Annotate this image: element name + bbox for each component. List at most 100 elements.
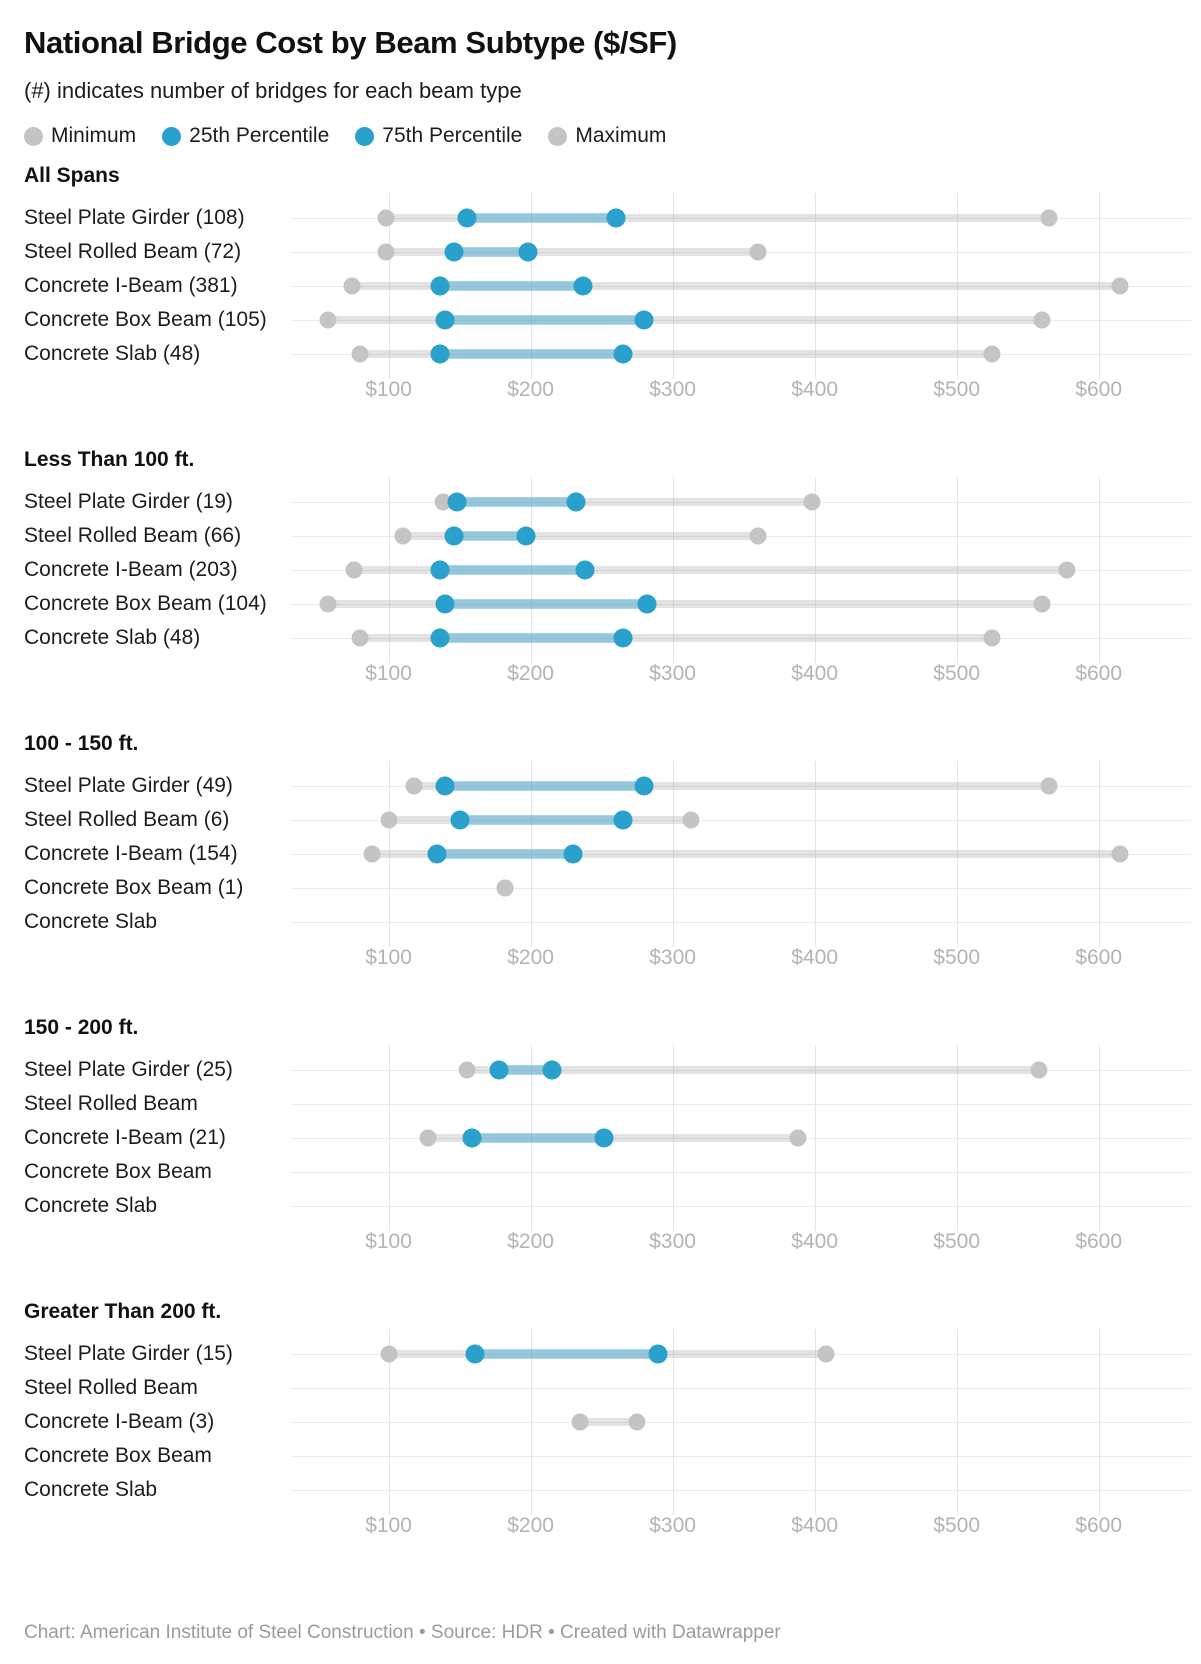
beam-row-label: Steel Rolled Beam (72) bbox=[24, 240, 242, 264]
beam-row: Concrete Box Beam bbox=[24, 1155, 1191, 1189]
axis-tick bbox=[530, 647, 532, 657]
axis-tick-label: $300 bbox=[649, 1514, 696, 1538]
panel: Greater Than 200 ft. Steel Plate Girder (… bbox=[24, 1300, 1191, 1543]
axis-tick-label: $500 bbox=[933, 946, 981, 970]
minimum-dot bbox=[458, 1061, 476, 1079]
percentile-range-bar bbox=[466, 213, 616, 224]
axis-tick-label: $400 bbox=[791, 1514, 838, 1538]
beam-row-label: Steel Plate Girder (19) bbox=[24, 490, 233, 514]
beam-row: Concrete Slab (48) bbox=[24, 621, 1191, 655]
beam-row-plot bbox=[292, 1337, 1191, 1371]
row-baseline bbox=[292, 854, 1191, 856]
axis-tick bbox=[956, 647, 958, 657]
beam-row-label: Steel Rolled Beam (6) bbox=[24, 808, 230, 832]
min-max-range-bar bbox=[360, 634, 993, 643]
maximum-dot bbox=[1111, 277, 1129, 295]
min-max-range-bar bbox=[385, 214, 1049, 223]
beam-row-plot bbox=[292, 769, 1191, 803]
beam-row-plot bbox=[292, 1405, 1191, 1439]
axis-tick bbox=[956, 931, 958, 941]
percentile-range-bar bbox=[445, 599, 648, 610]
beam-row: Concrete Box Beam bbox=[24, 1439, 1191, 1473]
axis-tick-label: $100 bbox=[365, 378, 412, 402]
p75-dot bbox=[634, 776, 654, 796]
minimum-dot bbox=[343, 277, 361, 295]
p75-dot bbox=[606, 208, 626, 228]
beam-row-plot bbox=[292, 1121, 1191, 1155]
p25-dot bbox=[447, 492, 467, 512]
axis-tick-label: $400 bbox=[791, 378, 838, 402]
percentile-range-bar bbox=[456, 497, 577, 508]
beam-row-label: Steel Plate Girder (49) bbox=[24, 774, 233, 798]
chart-container: National Bridge Cost by Beam Subtype ($/… bbox=[24, 25, 1191, 1543]
percentile-range-bar bbox=[453, 531, 527, 542]
legend-item-label: Minimum bbox=[51, 124, 137, 148]
axis-tick bbox=[530, 363, 532, 373]
maximum-dot bbox=[983, 345, 1001, 363]
gray-dot-icon bbox=[548, 126, 568, 146]
axis-tick bbox=[956, 1215, 958, 1225]
row-baseline bbox=[292, 922, 1191, 924]
percentile-range-bar bbox=[439, 565, 585, 576]
panel: Less Than 100 ft. Steel Plate Girder (19)… bbox=[24, 448, 1191, 691]
beam-row-label: Steel Rolled Beam bbox=[24, 1092, 198, 1116]
p25-dot bbox=[462, 1128, 482, 1148]
axis-tick bbox=[388, 647, 390, 657]
legend-item-label: 25th Percentile bbox=[189, 124, 330, 148]
minimum-dot bbox=[405, 777, 423, 795]
beam-row-label: Concrete Slab (48) bbox=[24, 342, 201, 366]
beam-row-label: Concrete I-Beam (154) bbox=[24, 842, 238, 866]
beam-row-label: Concrete Box Beam (104) bbox=[24, 592, 267, 616]
axis-tick bbox=[1098, 1499, 1100, 1509]
maximum-dot bbox=[1033, 311, 1051, 329]
row-baseline bbox=[292, 1070, 1191, 1072]
percentile-range-bar bbox=[453, 247, 528, 258]
row-baseline bbox=[292, 604, 1191, 606]
minimum-dot bbox=[434, 493, 452, 511]
chart-title: National Bridge Cost by Beam Subtype ($/… bbox=[24, 25, 677, 60]
beam-row-plot bbox=[292, 1473, 1191, 1507]
panels: All Spans Steel Plate Girder (108) Steel R… bbox=[24, 164, 1191, 1543]
minimum-dot bbox=[363, 845, 381, 863]
beam-row: Steel Rolled Beam (6) bbox=[24, 803, 1191, 837]
axis-tick-label: $200 bbox=[507, 946, 554, 970]
p25-dot bbox=[430, 276, 450, 296]
x-axis: $100 $200 $300 $400 $500 $600 bbox=[292, 1499, 1191, 1543]
beam-row-label: Steel Plate Girder (108) bbox=[24, 206, 245, 230]
p25-dot bbox=[430, 344, 450, 364]
minimum-dot bbox=[571, 1413, 589, 1431]
beam-row-plot bbox=[292, 337, 1191, 371]
maximum-dot bbox=[983, 629, 1001, 647]
maximum-dot bbox=[789, 1129, 807, 1147]
beam-row: Concrete I-Beam (154) bbox=[24, 837, 1191, 871]
min-max-range-bar bbox=[360, 350, 993, 359]
row-baseline bbox=[292, 1172, 1191, 1174]
axis-tick-label: $600 bbox=[1075, 1230, 1123, 1254]
panel-rows: Steel Plate Girder (15) Steel Rolled Beam… bbox=[24, 1329, 1191, 1516]
min-max-range-bar bbox=[402, 532, 758, 541]
axis-tick-label: $400 bbox=[791, 946, 838, 970]
p75-dot bbox=[613, 810, 633, 830]
p25-dot bbox=[435, 310, 455, 330]
beam-row-plot bbox=[292, 1439, 1191, 1473]
minimum-dot bbox=[377, 243, 395, 261]
axis-tick-label: $600 bbox=[1075, 1514, 1123, 1538]
minimum-dot bbox=[419, 1129, 437, 1147]
row-baseline bbox=[292, 218, 1191, 220]
row-baseline bbox=[292, 320, 1191, 322]
x-axis: $100 $200 $300 $400 $500 $600 bbox=[292, 363, 1191, 407]
axis-tick bbox=[672, 647, 674, 657]
beam-row-plot bbox=[292, 587, 1191, 621]
beam-row-label: Concrete Slab bbox=[24, 1478, 158, 1502]
axis-tick bbox=[814, 647, 816, 657]
percentile-range-bar bbox=[436, 849, 574, 860]
panel-rows: Steel Plate Girder (49) Steel Rolled Beam… bbox=[24, 761, 1191, 948]
beam-row: Steel Rolled Beam (72) bbox=[24, 235, 1191, 269]
maximum-dot bbox=[749, 527, 767, 545]
beam-row: Concrete Slab bbox=[24, 905, 1191, 939]
row-baseline bbox=[292, 252, 1191, 254]
axis-tick bbox=[1098, 647, 1100, 657]
axis-tick-label: $600 bbox=[1075, 378, 1123, 402]
axis-tick bbox=[388, 1215, 390, 1225]
maximum-dot bbox=[1033, 595, 1051, 613]
